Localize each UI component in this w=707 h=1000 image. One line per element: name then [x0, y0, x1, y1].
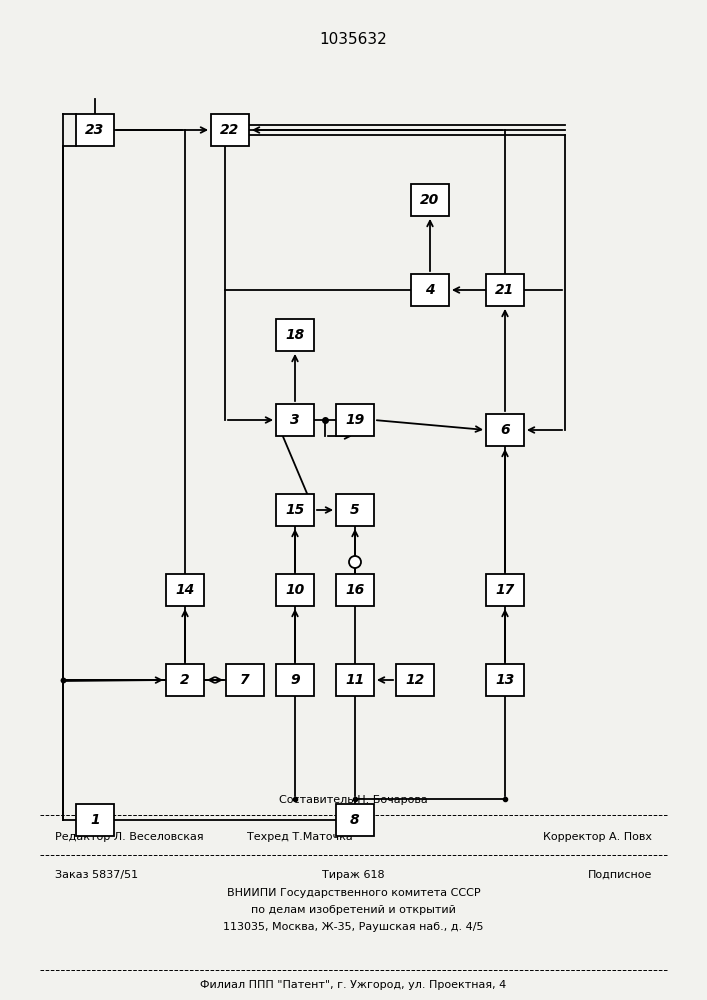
Text: 23: 23 — [86, 123, 105, 137]
Text: Редактор Л. Веселовская: Редактор Л. Веселовская — [55, 832, 204, 842]
Text: 21: 21 — [496, 283, 515, 297]
Bar — [276, 404, 314, 436]
Bar — [276, 664, 314, 696]
Text: 14: 14 — [175, 583, 194, 597]
Circle shape — [349, 556, 361, 568]
Text: 2: 2 — [180, 673, 189, 687]
Text: Корректор А. Повх: Корректор А. Повх — [543, 832, 652, 842]
Bar — [226, 664, 264, 696]
Text: 19: 19 — [346, 413, 365, 427]
Text: 113035, Москва, Ж-35, Раушская наб., д. 4/5: 113035, Москва, Ж-35, Раушская наб., д. … — [223, 922, 484, 932]
Bar — [411, 184, 449, 216]
Bar — [336, 664, 374, 696]
Text: Составитель Н. Бочарова: Составитель Н. Бочарова — [279, 795, 428, 805]
Text: 1: 1 — [90, 813, 100, 827]
Text: 8: 8 — [350, 813, 360, 827]
Text: Тираж 618: Тираж 618 — [322, 870, 385, 880]
Bar — [276, 319, 314, 351]
Bar — [486, 574, 524, 606]
Text: 22: 22 — [221, 123, 240, 137]
Text: 20: 20 — [421, 193, 440, 207]
Text: Заказ 5837/51: Заказ 5837/51 — [55, 870, 138, 880]
Bar — [486, 274, 524, 306]
Text: 7: 7 — [240, 673, 250, 687]
Bar — [486, 414, 524, 446]
Bar — [76, 804, 114, 836]
Bar — [396, 664, 434, 696]
Bar — [336, 804, 374, 836]
Text: 1035632: 1035632 — [320, 32, 387, 47]
Text: 17: 17 — [496, 583, 515, 597]
Text: 12: 12 — [405, 673, 425, 687]
Text: 10: 10 — [286, 583, 305, 597]
Bar — [211, 114, 249, 146]
Bar — [336, 494, 374, 526]
Text: по делам изобретений и открытий: по делам изобретений и открытий — [251, 905, 456, 915]
Text: 11: 11 — [346, 673, 365, 687]
Text: 3: 3 — [290, 413, 300, 427]
Text: Техред Т.Маточка: Техред Т.Маточка — [247, 832, 353, 842]
Bar — [276, 574, 314, 606]
Bar — [166, 664, 204, 696]
Text: ВНИИПИ Государственного комитета СССР: ВНИИПИ Государственного комитета СССР — [227, 888, 480, 898]
Text: Подписное: Подписное — [588, 870, 652, 880]
Bar — [336, 404, 374, 436]
Bar — [336, 574, 374, 606]
Text: 18: 18 — [286, 328, 305, 342]
Text: 13: 13 — [496, 673, 515, 687]
Bar — [486, 664, 524, 696]
Text: 4: 4 — [425, 283, 435, 297]
Bar — [411, 274, 449, 306]
Text: 15: 15 — [286, 503, 305, 517]
Text: 9: 9 — [290, 673, 300, 687]
Text: Филиал ППП "Патент", г. Ужгород, ул. Проектная, 4: Филиал ППП "Патент", г. Ужгород, ул. Про… — [200, 980, 507, 990]
Text: 5: 5 — [350, 503, 360, 517]
Text: 6: 6 — [500, 423, 510, 437]
Bar — [76, 114, 114, 146]
Bar — [276, 494, 314, 526]
Bar — [166, 574, 204, 606]
Text: 16: 16 — [346, 583, 365, 597]
